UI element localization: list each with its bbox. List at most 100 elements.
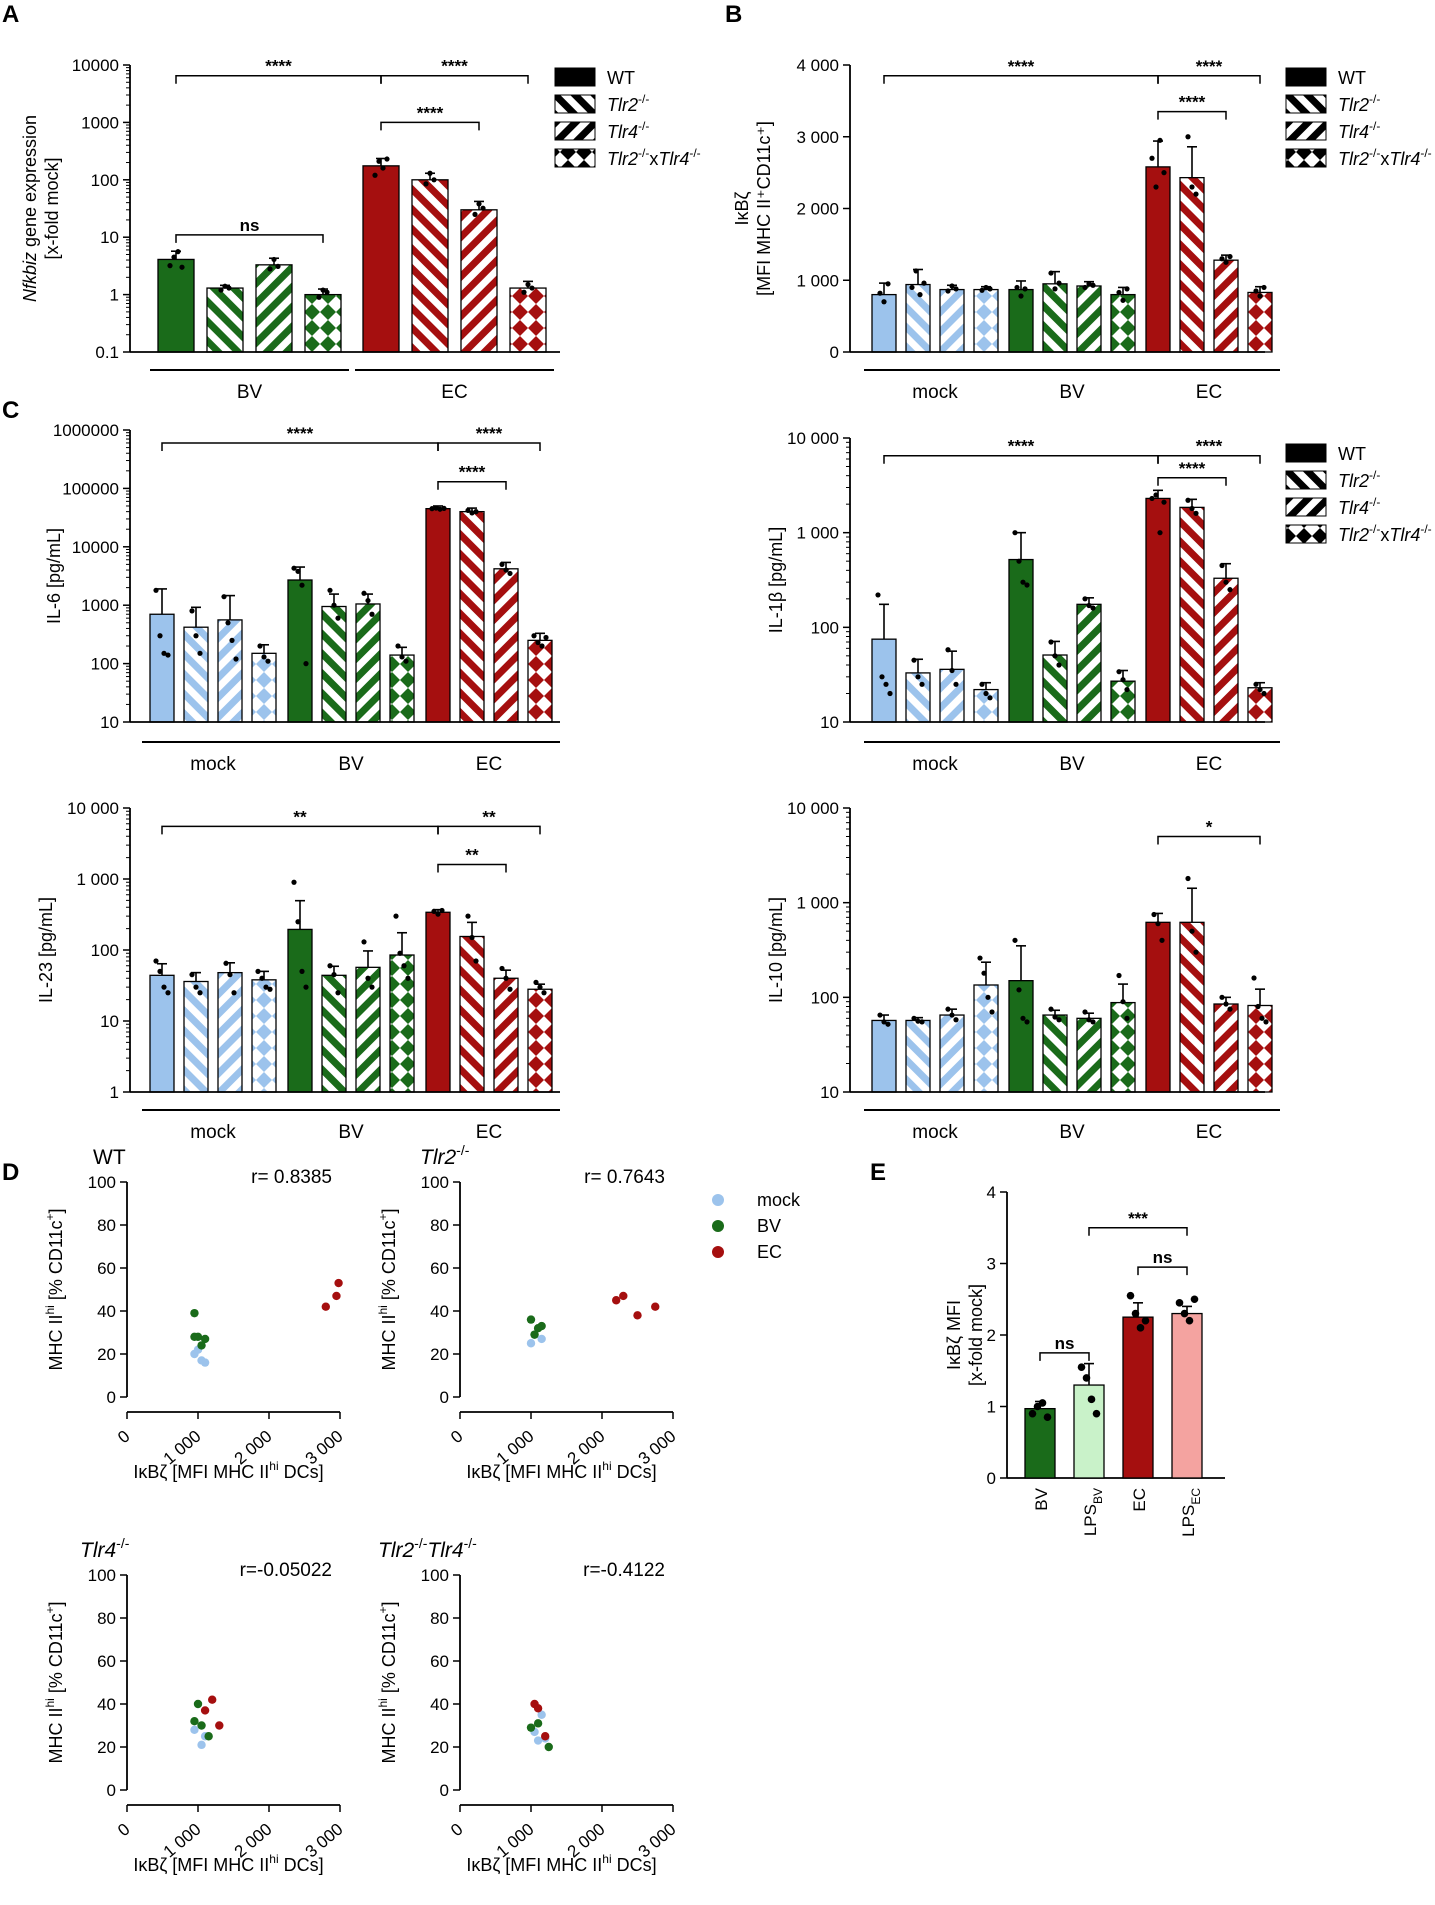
- significance-label: *: [1206, 817, 1213, 836]
- data-point: [1189, 184, 1195, 190]
- data-point: [1161, 170, 1167, 176]
- y-tick-label: 1: [987, 1398, 996, 1417]
- data-point: [263, 984, 269, 990]
- bar-bv-0: [1008, 980, 1034, 1093]
- data-point: [365, 975, 371, 981]
- data-point: [380, 165, 386, 171]
- scatter-point-mock: [537, 1710, 546, 1719]
- scatter-point-bv: [544, 1742, 553, 1752]
- data-point: [1090, 605, 1096, 611]
- y-tick-label: 40: [97, 1302, 116, 1321]
- panel-E: 0 1 2 3 4 BV LPSBV EC LPSEC *** ns ns IκBζ MFI [x-fol…: [944, 1183, 1225, 1537]
- significance-label: ****: [417, 103, 444, 122]
- significance-label: ****: [1008, 57, 1035, 76]
- data-point: [1120, 677, 1126, 683]
- data-point: [222, 283, 228, 289]
- bar-bv-3: [1110, 680, 1136, 723]
- data-point: [1136, 1324, 1145, 1332]
- legend-swatch: [554, 94, 596, 114]
- data-point: [1223, 579, 1229, 585]
- y-tick-label: 20: [97, 1345, 116, 1364]
- bar-mock-0: [149, 613, 175, 723]
- significance-label: ns: [1055, 1334, 1075, 1353]
- data-point: [1016, 987, 1022, 993]
- y-tick-label: 100: [421, 1566, 449, 1585]
- y-tick-label: 20: [430, 1738, 449, 1757]
- data-point: [295, 568, 301, 574]
- data-point: [879, 674, 885, 680]
- scatter-point-ec: [541, 1732, 550, 1741]
- y-tick-label: 100: [811, 618, 839, 637]
- bar-ec-2: [1213, 1003, 1239, 1093]
- group-label-mock: mock: [912, 754, 958, 775]
- data-point: [229, 637, 235, 643]
- data-point: [1082, 1009, 1088, 1015]
- data-point: [401, 963, 407, 969]
- data-point: [1120, 297, 1126, 303]
- data-point: [981, 970, 987, 976]
- x-tick-label: 0: [114, 1820, 133, 1841]
- data-point: [543, 634, 549, 641]
- significance-bracket: [1157, 835, 1261, 845]
- significance-bracket: [1157, 454, 1261, 464]
- panel-letter-a: A: [2, 1, 19, 28]
- bar-bv-2: [1076, 285, 1102, 353]
- scatter-point-ec: [334, 1278, 343, 1288]
- data-point: [1193, 191, 1199, 197]
- y-tick-label: 10 000: [787, 429, 839, 448]
- legend-label: Tlr4-/-: [1338, 495, 1380, 518]
- y-tick-label: 20: [430, 1345, 449, 1364]
- bar-ec-0: [1145, 921, 1171, 1093]
- significance-label: ****: [1008, 437, 1035, 456]
- data-point: [1141, 1316, 1150, 1325]
- y-tick-label: 0.1: [95, 343, 119, 362]
- significance-bracket: [1137, 1266, 1188, 1276]
- panel-C: 10 100 1000 10000 100000 1000000 mock BV EC **** *…: [44, 421, 560, 775]
- data-point: [1090, 1019, 1096, 1025]
- scatter-point-ec: [215, 1721, 224, 1730]
- legend-label: Tlr2-/-xTlr4-/-: [607, 146, 701, 169]
- scatter-point-mock: [533, 1736, 543, 1745]
- data-point: [267, 266, 273, 272]
- data-point: [1223, 259, 1229, 265]
- data-point: [472, 211, 478, 217]
- bar-ec-3: [527, 988, 553, 1093]
- y-tick-label: 10000: [72, 538, 119, 557]
- data-point: [179, 264, 185, 270]
- y-tick-label: 0: [440, 1388, 449, 1407]
- data-point: [1257, 686, 1263, 693]
- significance-bracket: [1039, 1352, 1090, 1361]
- legend-swatch: [1285, 524, 1327, 544]
- data-point: [1048, 639, 1054, 645]
- data-point: [1175, 1299, 1184, 1307]
- significance-label: ****: [441, 57, 468, 76]
- bar-bv-2: [355, 603, 381, 723]
- data-point: [539, 643, 545, 649]
- scatter-point-mock: [200, 1358, 210, 1367]
- y-tick-label: 80: [430, 1609, 449, 1628]
- significance-label: ****: [1196, 57, 1223, 76]
- data-point: [165, 990, 171, 996]
- y-tick-label: 2 000: [796, 200, 839, 219]
- data-point: [369, 984, 375, 990]
- data-point: [1086, 281, 1092, 287]
- data-point: [1189, 505, 1195, 512]
- data-point: [423, 181, 429, 187]
- scatter-point-bv: [533, 1324, 543, 1333]
- bar-bv-1: [1042, 1014, 1068, 1093]
- data-point: [441, 505, 447, 511]
- y-tick-label: 2: [987, 1326, 996, 1345]
- data-point: [369, 611, 375, 617]
- group-label-bv: BV: [338, 1122, 364, 1143]
- data-point: [1082, 1374, 1091, 1382]
- data-point: [1124, 686, 1130, 693]
- bar-ec-1: [411, 179, 449, 353]
- significance-label: ****: [265, 57, 292, 76]
- data-point: [1087, 1395, 1096, 1404]
- y-axis-label: Nfkbiz gene expression [x-fold mock]: [20, 115, 62, 302]
- data-point: [403, 658, 409, 664]
- data-point: [303, 661, 309, 667]
- data-point: [1151, 911, 1157, 918]
- data-point: [885, 1021, 891, 1027]
- bar-mock-2: [939, 668, 965, 723]
